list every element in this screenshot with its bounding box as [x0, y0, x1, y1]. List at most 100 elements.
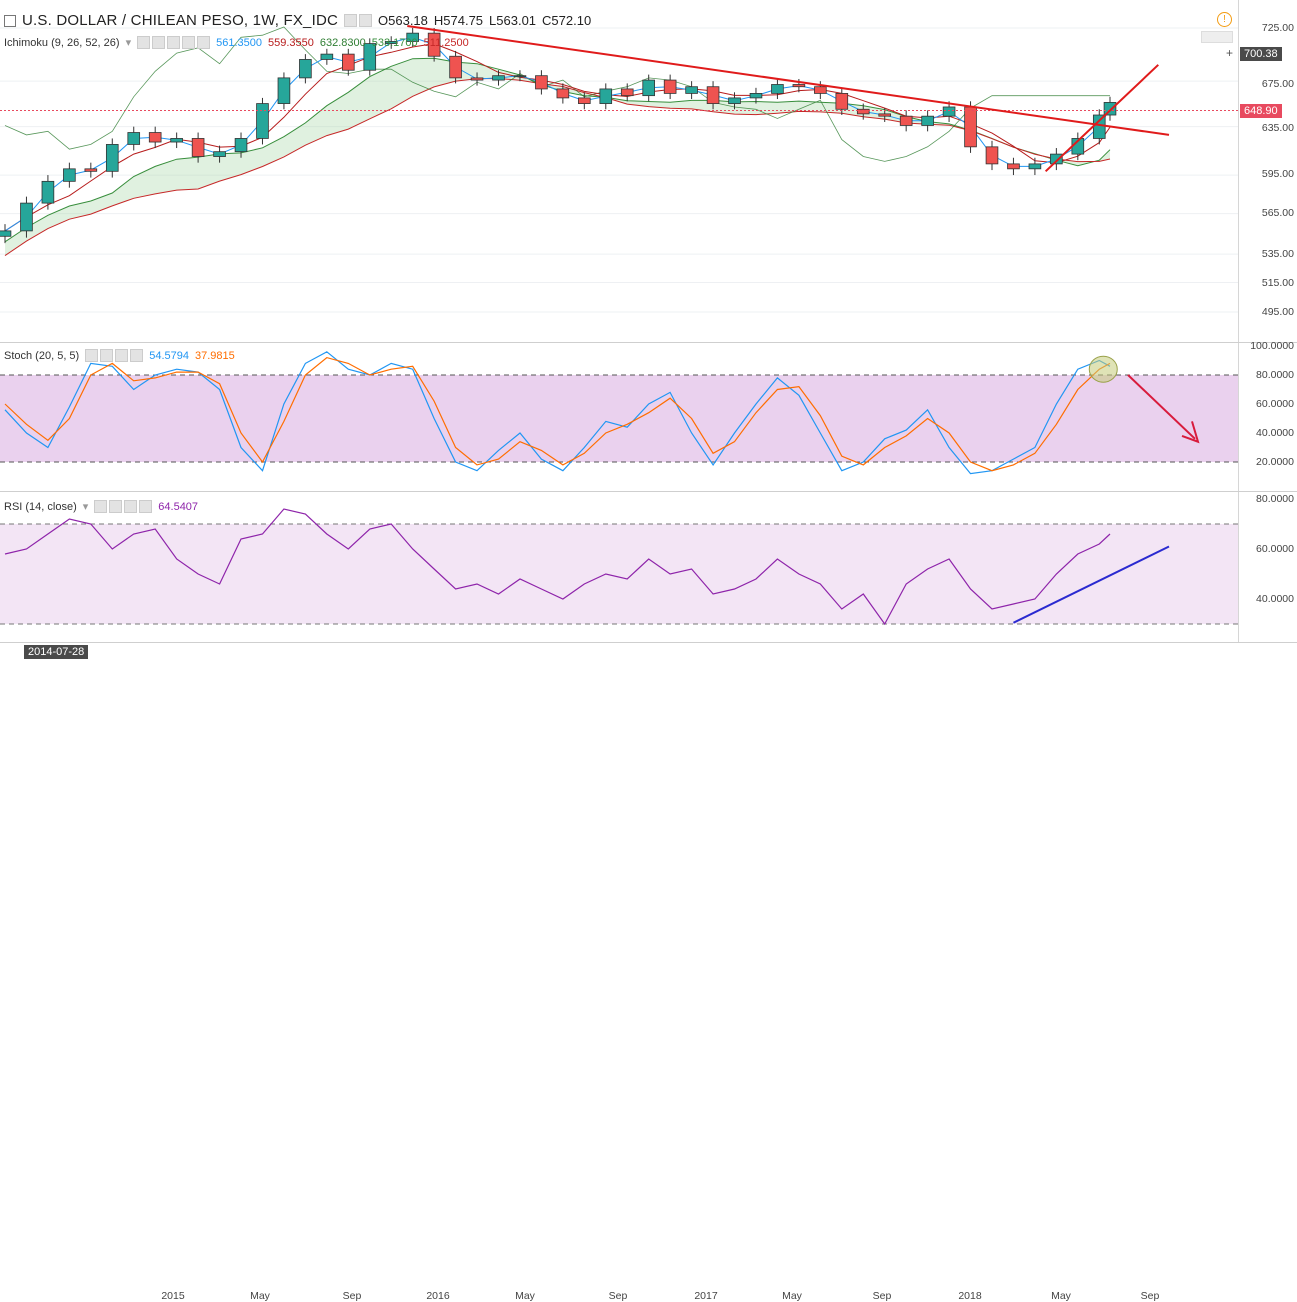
stoch-d-value: 37.9815: [194, 349, 235, 362]
settings-icon[interactable]: [109, 500, 123, 513]
stoch-tick: 40.0000: [1256, 427, 1294, 439]
time-axis[interactable]: 2015 May Sep 2016 May Sep 2017 May Sep 2…: [0, 643, 1297, 1302]
price-pane[interactable]: [0, 0, 1238, 342]
price-tick: 515.00: [1261, 277, 1294, 289]
rsi-tick: 60.0000: [1256, 543, 1294, 555]
ohlc-low: L563.01: [489, 13, 537, 28]
dropdown-icon[interactable]: ▾: [82, 501, 89, 513]
candle-body: [320, 53, 334, 60]
price-tick: 595.00: [1261, 168, 1294, 180]
dropdown-icon[interactable]: ▾: [125, 37, 132, 49]
candle-body: [878, 113, 892, 117]
alert-icon[interactable]: !: [1217, 12, 1232, 27]
down-arrow-head: [1181, 421, 1200, 444]
candle-body: [342, 53, 355, 71]
time-label: May: [1051, 1290, 1071, 1302]
add-icon[interactable]: +: [1226, 46, 1234, 60]
price-tick: 535.00: [1261, 248, 1294, 260]
settings-icon[interactable]: [152, 36, 166, 49]
symbol-buttons: [344, 14, 373, 27]
price-tick: 495.00: [1261, 306, 1294, 318]
eye-icon[interactable]: [85, 349, 99, 362]
pane-separator[interactable]: [0, 342, 1297, 343]
rsi-pane[interactable]: [0, 492, 1238, 642]
candle-body: [449, 55, 462, 79]
candle-body: [578, 97, 591, 104]
candle-body: [84, 168, 98, 172]
candle-body: [277, 77, 291, 104]
candle-body: [814, 86, 827, 94]
settings-icon[interactable]: [359, 14, 373, 27]
eye-icon[interactable]: [137, 36, 151, 49]
candle-body: [406, 32, 419, 42]
stoch-axis[interactable]: 100.0000 80.0000 60.0000 40.0000 20.0000: [1238, 340, 1297, 491]
price-axis[interactable]: 725.00 675.00 635.00 595.00 565.00 535.0…: [1238, 0, 1297, 342]
resistance-trendline: [407, 24, 1170, 136]
candle-body: [685, 86, 698, 94]
time-label: Sep: [342, 1290, 362, 1302]
candle-body: [513, 75, 527, 78]
rsi-axis[interactable]: 80.0000 60.0000 40.0000: [1238, 492, 1297, 642]
stoch-tick: 20.0000: [1256, 456, 1294, 468]
cursor-date-tag: 2014-07-28: [24, 645, 89, 659]
lock-icon[interactable]: [182, 36, 196, 49]
pane-separator[interactable]: [0, 491, 1297, 492]
candle-body: [1092, 114, 1106, 139]
candle-body: [663, 79, 677, 94]
rsi-chart-svg: [0, 508, 1238, 626]
price-tick: 675.00: [1261, 78, 1294, 90]
candle-body: [642, 79, 655, 97]
collapse-icon[interactable]: [4, 14, 16, 27]
source-icon[interactable]: [167, 36, 181, 49]
ichimoku-conversion-line: [4, 36, 1111, 232]
crosshair-price-tag: 700.38: [1240, 47, 1282, 61]
candle-body: [964, 106, 977, 148]
candle-body: [256, 103, 269, 139]
stoch-legend[interactable]: Stoch (20, 5, 5) 54.5794 37.9815: [4, 349, 235, 362]
scale-buttons[interactable]: [1201, 31, 1233, 43]
candle-body: [127, 132, 141, 145]
ichimoku-legend[interactable]: Ichimoku (9, 26, 52, 26) ▾ 561.3500 559.…: [4, 36, 469, 49]
candle-body: [492, 75, 505, 81]
symbol-header: U.S. DOLLAR / CHILEAN PESO, 1W, FX_IDC O…: [4, 12, 591, 29]
time-label: 2017: [694, 1290, 718, 1302]
time-label: May: [250, 1290, 270, 1302]
ichimoku-value-1: 561.3500: [216, 36, 262, 49]
candle-body: [985, 146, 999, 165]
lock-icon[interactable]: [115, 349, 129, 362]
candle-body: [942, 106, 956, 117]
eye-icon[interactable]: [344, 14, 358, 27]
candle-body: [0, 230, 12, 237]
ichimoku-buttons: [137, 36, 211, 49]
stoch-tick: 80.0000: [1256, 369, 1294, 381]
candle-body: [213, 151, 226, 157]
time-label: Sep: [1140, 1290, 1160, 1302]
ichimoku-label: Ichimoku (9, 26, 52, 26): [4, 36, 120, 49]
candle-body: [191, 138, 205, 157]
candle-body: [299, 59, 312, 79]
price-chart-svg: [0, 24, 1238, 313]
rsi-legend[interactable]: RSI (14, close) ▾ 64.5407: [4, 500, 198, 513]
stoch-pane[interactable]: [0, 343, 1238, 491]
close-icon[interactable]: [139, 500, 153, 513]
price-tick: 635.00: [1261, 122, 1294, 134]
settings-icon[interactable]: [100, 349, 114, 362]
lock-icon[interactable]: [124, 500, 138, 513]
candle-body: [792, 84, 806, 88]
stoch-d-line: [4, 356, 1111, 472]
close-icon[interactable]: [197, 36, 211, 49]
close-icon[interactable]: [130, 349, 144, 362]
stoch-band-fill: [0, 375, 1238, 462]
candle-body: [148, 132, 162, 143]
eye-icon[interactable]: [94, 500, 108, 513]
ichimoku-value-4: 533.1700: [371, 36, 418, 49]
candle-body: [535, 75, 548, 90]
ichimoku-value-2: 559.3550: [267, 36, 314, 49]
ichimoku-value-5: 511.2500: [423, 36, 469, 49]
candle-body: [363, 43, 377, 71]
candle-body: [1103, 102, 1117, 116]
candle-body: [899, 115, 913, 126]
candle-body: [41, 180, 55, 204]
last-price-tag: 648.90: [1240, 104, 1282, 118]
stoch-buttons: [85, 349, 144, 362]
